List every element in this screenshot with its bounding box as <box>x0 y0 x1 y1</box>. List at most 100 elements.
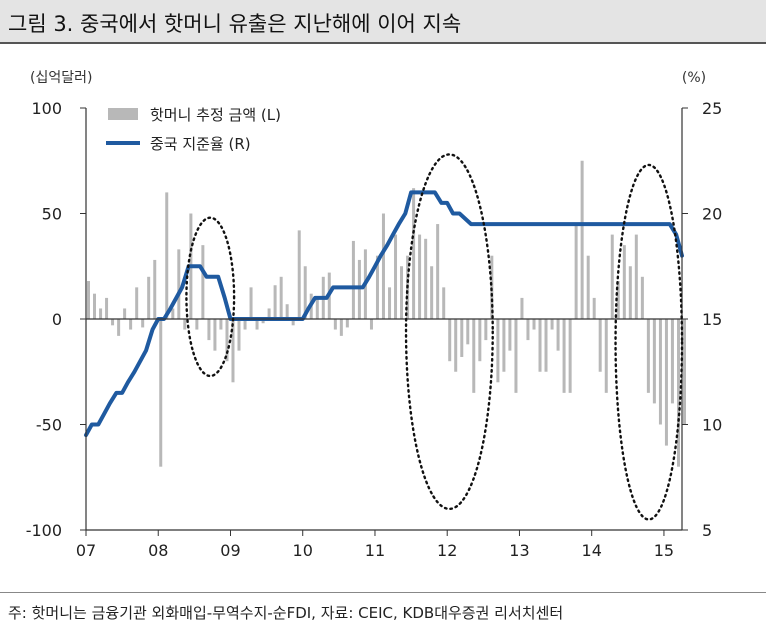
bar <box>640 276 644 319</box>
bar <box>369 319 373 330</box>
bar <box>123 308 127 319</box>
left-tick-label: 0 <box>52 310 62 329</box>
bar <box>105 297 109 319</box>
bar <box>622 245 626 319</box>
bar <box>243 319 247 330</box>
bar <box>111 319 115 326</box>
bar <box>135 287 139 319</box>
bar <box>532 319 536 330</box>
header: 그림 3. 중국에서 핫머니 유출은 지난해에 이어 지속 <box>0 0 766 44</box>
bar <box>604 319 608 393</box>
bar <box>550 319 554 330</box>
bar <box>400 266 404 319</box>
bar <box>502 319 506 372</box>
bar <box>634 234 638 319</box>
x-tick-label: 09 <box>220 541 240 560</box>
legend-bar-swatch <box>108 108 138 120</box>
bar <box>598 319 602 372</box>
bar <box>153 259 157 319</box>
bar <box>683 319 686 425</box>
bar <box>394 234 398 319</box>
bar <box>460 319 464 357</box>
bar <box>664 319 668 446</box>
right-tick-label: 20 <box>702 205 722 224</box>
highlight-ellipse <box>185 216 236 378</box>
bar <box>285 304 289 319</box>
bar <box>279 276 283 319</box>
footnote: 주: 핫머니는 금융기관 외화매입-무역수지-순FDI, 자료: CEIC, K… <box>8 604 564 622</box>
bar <box>195 319 199 330</box>
bar <box>562 319 566 393</box>
left-tick-label: -50 <box>36 416 62 435</box>
bar <box>159 319 163 467</box>
legend-bar-label: 핫머니 추정 금액 (L) <box>150 106 281 124</box>
footer: 주: 핫머니는 금융기관 외화매입-무역수지-순FDI, 자료: CEIC, K… <box>0 592 766 633</box>
right-tick-label: 15 <box>702 310 722 329</box>
x-tick-label: 14 <box>582 541 602 560</box>
bar <box>129 319 133 330</box>
bar <box>237 319 241 351</box>
right-tick-label: 5 <box>702 521 712 540</box>
bar <box>616 281 620 319</box>
bar <box>357 259 361 319</box>
left-tick-label: -100 <box>26 521 62 540</box>
chart: 100 50 0 -50 -100 25 20 15 10 5 07 08 09 10 11 12 13 14 15… <box>26 70 723 560</box>
bar <box>339 319 343 336</box>
bar <box>117 319 121 336</box>
bar <box>87 281 90 319</box>
bar <box>442 287 446 319</box>
bar <box>381 213 385 319</box>
bar <box>225 319 229 362</box>
x-tick-label: 10 <box>293 541 313 560</box>
bar <box>147 276 151 319</box>
bar <box>478 319 482 362</box>
bar <box>526 319 530 341</box>
bar <box>141 319 145 328</box>
line-series <box>84 190 684 438</box>
bar <box>424 238 428 319</box>
chart-title: 그림 3. 중국에서 핫머니 유출은 지난해에 이어 지속 <box>8 12 462 36</box>
bar <box>436 224 440 319</box>
bar <box>388 287 392 319</box>
bar <box>658 319 662 425</box>
bar <box>375 255 379 319</box>
bar <box>291 319 295 326</box>
bar <box>508 319 512 351</box>
bar <box>514 319 518 393</box>
bar <box>255 319 259 330</box>
x-tick-label: 11 <box>365 541 385 560</box>
legend-line-label: 중국 지준율 (R) <box>150 135 251 153</box>
bar <box>297 230 301 319</box>
bar <box>207 319 211 341</box>
bar <box>333 319 337 330</box>
bar <box>231 319 235 383</box>
bar <box>670 319 674 404</box>
bar <box>520 297 524 319</box>
bar <box>303 266 307 319</box>
bar <box>315 297 319 319</box>
bar <box>219 319 223 330</box>
bar <box>496 319 500 383</box>
left-tick-label: 100 <box>31 99 62 118</box>
bar <box>610 234 614 319</box>
bar <box>646 319 650 393</box>
bar <box>448 319 452 362</box>
bar <box>267 308 271 319</box>
x-tick-label: 07 <box>76 541 96 560</box>
x-tick-label: 13 <box>509 541 529 560</box>
bar <box>92 293 96 319</box>
x-tick-label: 15 <box>654 541 674 560</box>
bar <box>171 308 175 319</box>
bar-series <box>87 160 686 467</box>
bar <box>472 319 476 393</box>
bar <box>345 319 349 328</box>
bar <box>418 234 422 319</box>
right-tick-label: 25 <box>702 99 722 118</box>
bar <box>538 319 542 372</box>
bar <box>628 266 632 319</box>
bar <box>430 266 434 319</box>
bar <box>586 255 590 319</box>
x-tick-label: 12 <box>437 541 457 560</box>
bar <box>351 240 355 319</box>
bar <box>249 287 253 319</box>
